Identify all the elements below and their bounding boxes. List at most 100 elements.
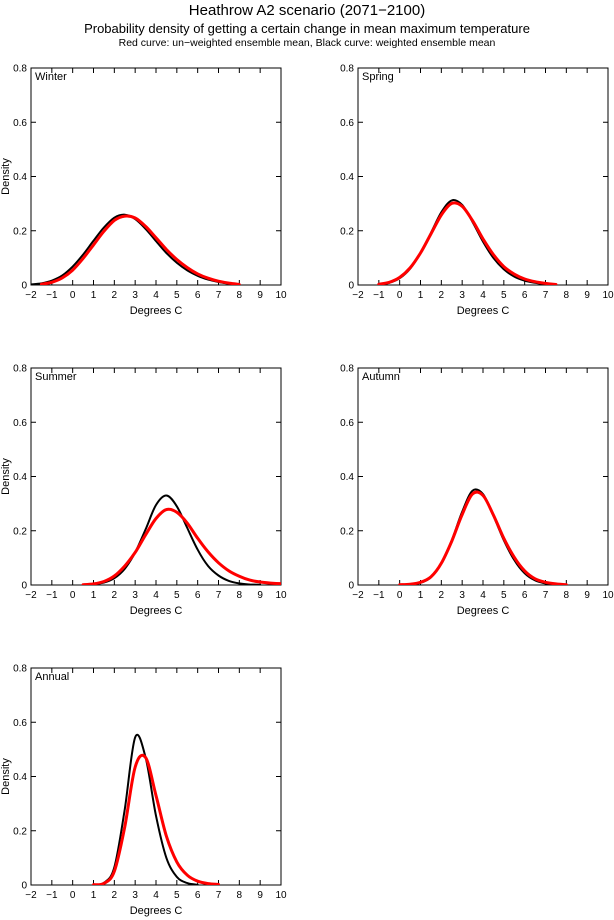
annual-plot: −2 −1 0 1 2 3 4 5 6 7 8 9 10 0 0.2 0.4 0.6 0.8 Annual Degre… bbox=[0, 664, 287, 918]
x-tick-label: 10 bbox=[275, 590, 287, 601]
summer-plot: −2 −1 0 1 2 3 4 5 6 7 8 9 10 0 0.2 0.4 0.6 0.8 Summer Degre… bbox=[0, 364, 287, 618]
y-tick-label: 0.4 bbox=[340, 472, 354, 483]
y-tick-label: 0.6 bbox=[13, 718, 27, 729]
x-tick-label: 3 bbox=[132, 290, 138, 301]
panel-label: Spring bbox=[362, 71, 394, 83]
x-tick-label: 7 bbox=[216, 890, 222, 901]
x-tick-label: 4 bbox=[153, 290, 159, 301]
y-axis-label: Density bbox=[0, 758, 12, 795]
x-tick-label: 8 bbox=[564, 290, 570, 301]
x-tick-label: 5 bbox=[174, 590, 180, 601]
x-tick-label: 7 bbox=[216, 590, 222, 601]
y-tick-label: 0.2 bbox=[13, 526, 27, 537]
density-curve-unweighted bbox=[398, 490, 568, 585]
y-tick-label: 0.4 bbox=[13, 172, 27, 183]
x-tick-label: 7 bbox=[543, 590, 549, 601]
x-tick-label: 2 bbox=[112, 590, 118, 601]
density-curve-unweighted bbox=[81, 507, 281, 585]
x-tick-label: 3 bbox=[132, 590, 138, 601]
y-tick-label: 0.6 bbox=[13, 118, 27, 129]
panel-label: Autumn bbox=[362, 371, 400, 383]
x-tick-label: 9 bbox=[584, 590, 590, 601]
x-tick-label: 3 bbox=[459, 590, 465, 601]
y-axis-label: Density bbox=[0, 158, 12, 195]
x-tick-label: 4 bbox=[153, 590, 159, 601]
y-axis-label: Density bbox=[0, 458, 12, 495]
x-tick-label: 4 bbox=[480, 590, 486, 601]
x-axis-label: Degrees C bbox=[130, 605, 183, 617]
x-tick-label: 6 bbox=[195, 290, 201, 301]
x-tick-label: 2 bbox=[112, 290, 118, 301]
x-tick-label: 1 bbox=[418, 290, 424, 301]
panel-spring: −2 −1 0 1 2 3 4 5 6 7 8 9 10 0 0.2 0.4 0.6 0.8 Spring Degre… bbox=[327, 58, 614, 330]
panel-annual: −2 −1 0 1 2 3 4 5 6 7 8 9 10 0 0.2 0.4 0.6 0.8 Annual Degre… bbox=[0, 658, 290, 920]
density-curve-unweighted bbox=[92, 753, 220, 885]
x-axis-label: Degrees C bbox=[130, 305, 183, 317]
x-tick-label: 10 bbox=[275, 290, 287, 301]
y-tick-label: 0.8 bbox=[340, 364, 354, 375]
x-tick-label: 1 bbox=[91, 290, 97, 301]
panel-label: Winter bbox=[35, 71, 67, 83]
panel-autumn: −2 −1 0 1 2 3 4 5 6 7 8 9 10 0 0.2 0.4 0.6 0.8 Autumn Degre… bbox=[327, 358, 614, 630]
x-tick-label: 1 bbox=[91, 590, 97, 601]
density-curve-unweighted bbox=[39, 214, 241, 285]
density-curve-weighted bbox=[82, 494, 262, 585]
x-tick-label: 2 bbox=[439, 590, 445, 601]
x-tick-label: 1 bbox=[418, 590, 424, 601]
y-tick-label: 0.6 bbox=[13, 418, 27, 429]
x-axis-label: Degrees C bbox=[130, 905, 183, 917]
x-tick-label: 8 bbox=[237, 290, 243, 301]
x-tick-label: 6 bbox=[522, 290, 528, 301]
x-tick-label: 4 bbox=[480, 290, 486, 301]
x-tick-label: 7 bbox=[216, 290, 222, 301]
x-tick-label: 0 bbox=[70, 290, 76, 301]
y-tick-label: 0.2 bbox=[340, 226, 354, 237]
x-tick-label: 8 bbox=[237, 590, 243, 601]
x-tick-label: 5 bbox=[174, 290, 180, 301]
y-tick-label: 0.8 bbox=[13, 364, 27, 375]
x-tick-label: 3 bbox=[132, 890, 138, 901]
y-tick-label: 0.4 bbox=[340, 172, 354, 183]
x-axis-label: Degrees C bbox=[457, 305, 510, 317]
x-tick-label: 0 bbox=[397, 590, 403, 601]
x-tick-label: 8 bbox=[237, 890, 243, 901]
x-tick-label: −1 bbox=[46, 890, 58, 901]
axes-box bbox=[30, 367, 282, 586]
x-tick-label: 0 bbox=[70, 590, 76, 601]
x-tick-label: 6 bbox=[195, 590, 201, 601]
x-tick-label: 6 bbox=[195, 890, 201, 901]
figure-subtitle: Probability density of getting a certain… bbox=[84, 21, 530, 36]
x-tick-label: 6 bbox=[522, 590, 528, 601]
axes-box bbox=[30, 667, 282, 886]
panel-label: Summer bbox=[35, 371, 77, 383]
x-tick-label: 4 bbox=[153, 890, 159, 901]
y-tick-label: 0 bbox=[21, 281, 27, 292]
x-tick-label: 9 bbox=[584, 290, 590, 301]
figure-title: Heathrow A2 scenario (2071−2100) bbox=[188, 2, 426, 19]
x-tick-label: −2 bbox=[25, 290, 37, 301]
x-tick-label: 5 bbox=[501, 290, 507, 301]
autumn-plot: −2 −1 0 1 2 3 4 5 6 7 8 9 10 0 0.2 0.4 0.6 0.8 Autumn Degre… bbox=[340, 364, 614, 618]
x-tick-label: −1 bbox=[373, 290, 385, 301]
x-tick-label: −1 bbox=[373, 590, 385, 601]
axes-box bbox=[357, 367, 609, 586]
y-tick-label: 0.4 bbox=[13, 772, 27, 783]
x-tick-label: 10 bbox=[275, 890, 287, 901]
figure-legend-note: Red curve: un−weighted ensemble mean, Bl… bbox=[118, 37, 496, 49]
x-tick-label: −2 bbox=[352, 290, 364, 301]
x-tick-label: 0 bbox=[70, 890, 76, 901]
y-tick-label: 0 bbox=[348, 581, 354, 592]
x-tick-label: 8 bbox=[564, 590, 570, 601]
density-curve-unweighted bbox=[377, 201, 558, 285]
y-tick-label: 0.4 bbox=[13, 472, 27, 483]
x-tick-label: 5 bbox=[174, 890, 180, 901]
x-tick-label: −2 bbox=[352, 590, 364, 601]
x-tick-label: 3 bbox=[459, 290, 465, 301]
axes-box bbox=[30, 67, 282, 286]
y-tick-label: 0.2 bbox=[340, 526, 354, 537]
y-tick-label: 0.6 bbox=[340, 418, 354, 429]
y-tick-label: 0.8 bbox=[13, 64, 27, 75]
x-tick-label: 9 bbox=[257, 290, 263, 301]
x-tick-label: 2 bbox=[112, 890, 118, 901]
